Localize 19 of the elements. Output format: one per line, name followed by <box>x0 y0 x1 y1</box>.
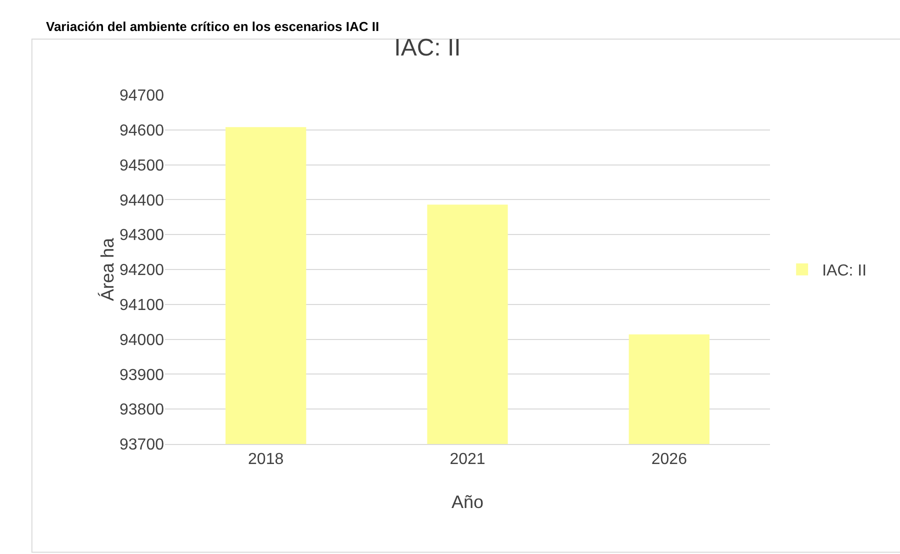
y-tick-label: 93700 <box>120 436 164 454</box>
x-axis-title: Año <box>451 492 484 512</box>
x-tick-label: 2026 <box>651 451 688 468</box>
x-tick-label: 2021 <box>450 451 486 468</box>
y-axis-title: Área ha <box>98 236 118 302</box>
y-tick-label: 94300 <box>120 227 164 244</box>
y-tick-label: 94200 <box>120 262 164 280</box>
y-tick-label: 94400 <box>120 192 164 210</box>
y-tick-label: 94700 <box>120 88 164 105</box>
y-tick-label: 94500 <box>120 157 164 174</box>
y-tick-label: 93900 <box>120 366 164 384</box>
y-tick-label: 93800 <box>120 402 164 419</box>
y-tick-label: 94100 <box>120 297 164 314</box>
y-tick-label: 94000 <box>120 332 164 349</box>
legend-label: IAC: II <box>822 262 867 280</box>
text: Variación del ambiente crítico en los escenarios IAC II <box>46 19 380 34</box>
x-tick-label: 2018 <box>248 451 284 468</box>
y-tick-label: 94600 <box>120 122 164 140</box>
chart-title: IAC: II <box>394 34 461 62</box>
